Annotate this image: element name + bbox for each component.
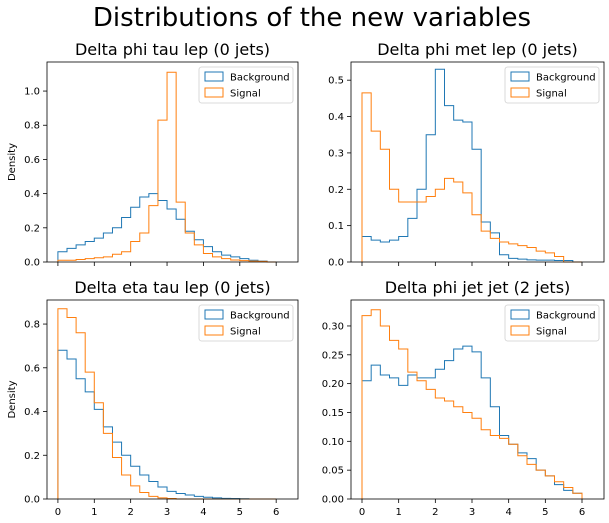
- y-tick-label: 0.0: [24, 495, 40, 506]
- chart-title: Delta phi tau lep (0 jets): [75, 40, 270, 59]
- y-axis-label: Density: [7, 143, 18, 181]
- chart-panel-1: Delta phi tau lep (0 jets) 0.0 0.2 0.4 0.6 0.…: [7, 40, 299, 269]
- y-tick-label: 0.10: [322, 437, 344, 448]
- x-tick-label: 2: [432, 507, 438, 518]
- y-tick-label: 0.1: [328, 221, 344, 232]
- axes-frame: [46, 61, 299, 263]
- y-tick-label: 0.6: [24, 155, 40, 166]
- legend-swatch-signal: [204, 87, 224, 98]
- axes-frame: [46, 299, 299, 500]
- legend-swatch-background: [510, 309, 530, 320]
- x-tick-label: 0: [359, 507, 365, 518]
- legend-swatch-background: [204, 71, 224, 82]
- legend-label-background: Background: [230, 311, 290, 322]
- x-tick-label: 6: [273, 507, 279, 518]
- y-tick-label: 0.4: [328, 112, 344, 123]
- legend-swatch-signal: [510, 325, 530, 336]
- y-tick-label: 0.2: [24, 451, 40, 462]
- series-line-background: [57, 193, 277, 263]
- legend-label-background: Background: [230, 73, 290, 84]
- x-tick-label: 5: [542, 507, 548, 518]
- y-tick-label: 0.20: [322, 379, 344, 390]
- x-tick-label: 2: [127, 507, 133, 518]
- axes-frame: [350, 299, 605, 500]
- series-line-signal: [361, 92, 582, 263]
- y-axis-label: Density: [7, 380, 18, 418]
- chart-title: Delta eta tau lep (0 jets): [74, 278, 270, 297]
- legend: Background Signal: [198, 304, 294, 342]
- legend-label-background: Background: [536, 73, 596, 84]
- chart-panel-4: Delta phi jet jet (2 jets) 0.00 0.05 0.10 0.…: [322, 278, 605, 518]
- x-tick-label: 0: [55, 507, 61, 518]
- y-tick-label: 0.25: [322, 350, 344, 361]
- x-tick-label: 6: [579, 507, 585, 518]
- x-tick-label: 1: [91, 507, 97, 518]
- legend-label-signal: Signal: [230, 89, 261, 100]
- y-tick-label: 1.0: [24, 87, 40, 98]
- series-line-background: [361, 68, 582, 263]
- legend-swatch-background: [510, 71, 530, 82]
- legend-swatch-signal: [510, 87, 530, 98]
- y-tick-label: 0.8: [24, 121, 40, 132]
- y-tick-label: 0.2: [328, 185, 344, 196]
- axes-frame: [350, 61, 605, 263]
- legend-swatch-background: [204, 309, 224, 320]
- legend-label-signal: Signal: [536, 327, 567, 338]
- y-tick-label: 0.2: [24, 223, 40, 234]
- chart-panel-2: Delta phi met lep (0 jets) 0.0 0.1 0.2 0.3 0.…: [328, 40, 605, 269]
- y-tick-label: 0.6: [24, 363, 40, 374]
- legend-swatch-signal: [204, 325, 224, 336]
- legend-label-signal: Signal: [230, 327, 261, 338]
- series-line-signal: [361, 309, 583, 499]
- x-tick-label: 5: [237, 507, 243, 518]
- y-tick-label: 0.4: [24, 407, 40, 418]
- y-tick-label: 0.30: [322, 321, 344, 332]
- x-tick-label: 4: [505, 507, 511, 518]
- series-line-background: [57, 349, 277, 500]
- x-tick-label: 1: [395, 507, 401, 518]
- x-tick-label: 3: [164, 507, 170, 518]
- legend: Background Signal: [504, 66, 600, 104]
- y-tick-label: 0.3: [328, 148, 344, 159]
- y-tick-label: 0.4: [24, 189, 40, 200]
- y-tick-label: 0.05: [322, 466, 344, 477]
- y-tick-label: 0.00: [322, 495, 344, 506]
- chart-title: Delta phi met lep (0 jets): [377, 40, 578, 59]
- figure-suptitle: Distributions of the new variables: [93, 3, 531, 33]
- legend-label-background: Background: [536, 311, 596, 322]
- series-line-signal: [57, 71, 277, 263]
- y-tick-label: 0.0: [328, 258, 344, 269]
- legend: Background Signal: [198, 66, 294, 104]
- x-tick-label: 4: [200, 507, 206, 518]
- x-tick-label: 3: [469, 507, 475, 518]
- legend-label-signal: Signal: [536, 89, 567, 100]
- y-tick-label: 0.5: [328, 76, 344, 87]
- legend: Background Signal: [504, 304, 600, 342]
- chart-panel-3: Delta eta tau lep (0 jets) 0.0 0.2 0.4 0.6 0.…: [7, 278, 299, 518]
- y-tick-label: 0.8: [24, 320, 40, 331]
- y-tick-label: 0.0: [24, 258, 40, 269]
- y-tick-label: 0.15: [322, 408, 344, 419]
- chart-title: Delta phi jet jet (2 jets): [385, 278, 571, 297]
